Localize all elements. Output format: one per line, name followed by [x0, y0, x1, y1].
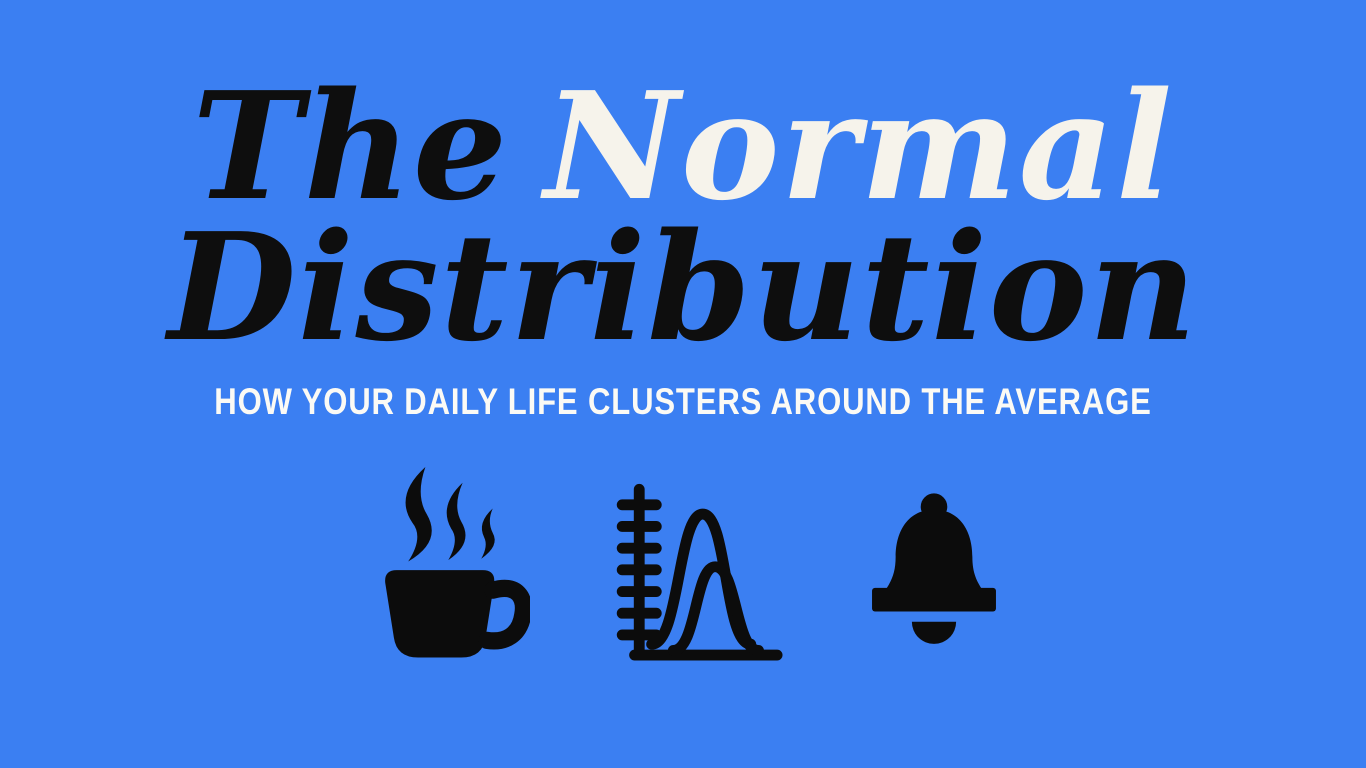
bell-rim [872, 588, 996, 612]
coffee-cup-icon [358, 467, 530, 669]
icon-row [358, 467, 1008, 669]
mug-body [385, 570, 495, 658]
bell-dome [883, 509, 985, 593]
steam-wisp-left [405, 467, 432, 562]
slide-title: The Normal Distribution [168, 72, 1198, 361]
bell-icon [860, 489, 1008, 669]
mug-handle [478, 580, 530, 650]
steam-wisp-middle [446, 482, 466, 561]
bell-curve-chart-icon [602, 480, 788, 669]
bell-clapper [911, 621, 957, 645]
small-bell-curve [667, 561, 764, 657]
title-word-distribution: Distribution [167, 199, 1199, 374]
slide-subtitle: HOW YOUR DAILY LIFE CLUSTERS AROUND THE … [214, 381, 1152, 423]
steam-wisp-right [481, 508, 495, 559]
subtitle-row: HOW YOUR DAILY LIFE CLUSTERS AROUND THE … [0, 381, 1366, 423]
title-word-the: The [192, 59, 509, 233]
title-word-normal: Normal [544, 59, 1174, 233]
